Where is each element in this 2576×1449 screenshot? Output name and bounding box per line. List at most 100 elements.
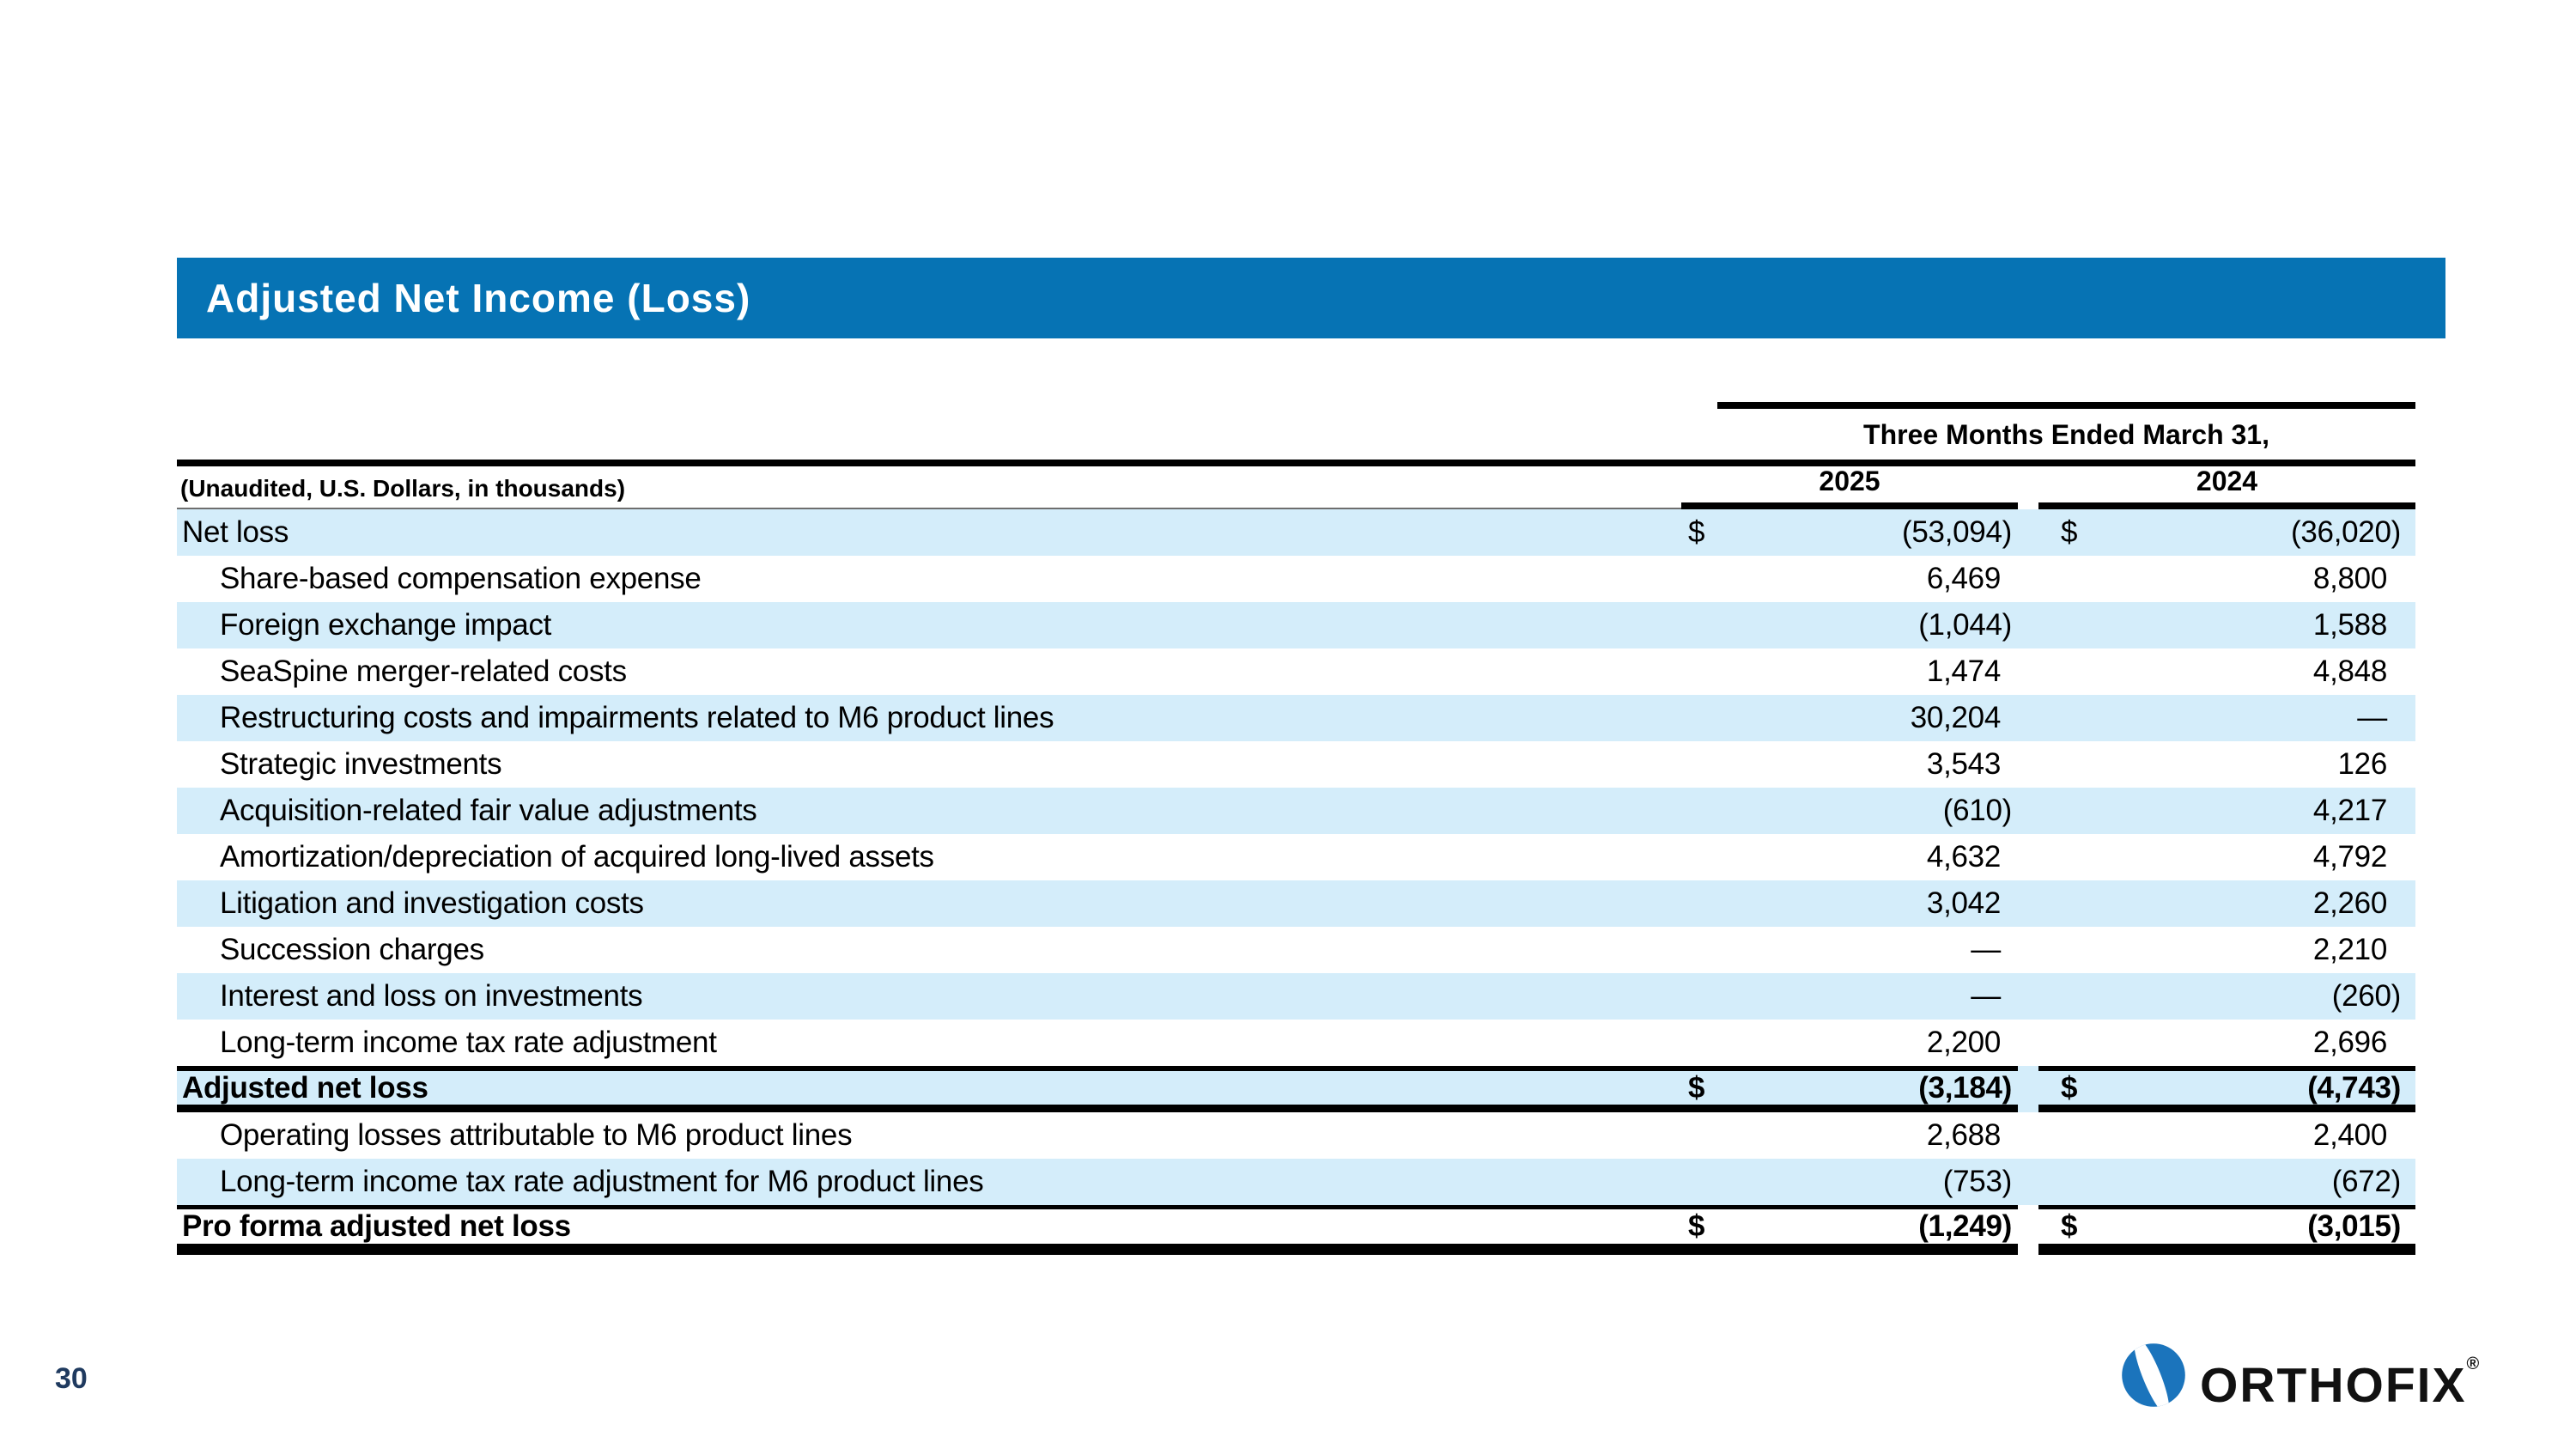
dollar-sign-2025: $: [1688, 1209, 1705, 1243]
column-header-2025: 2025: [1681, 466, 2018, 509]
value-2025: 30,204: [1910, 701, 2002, 734]
table-header-row: (Unaudited, U.S. Dollars, in thousands) …: [177, 466, 2415, 509]
dollar-sign-2025: $: [1688, 1070, 1705, 1105]
value-2025: (1,044): [1918, 608, 2012, 642]
value-2024: (672): [2331, 1165, 2402, 1198]
unit-note: (Unaudited, U.S. Dollars, in thousands): [177, 466, 1681, 509]
value-2024: 4,217: [2312, 794, 2387, 827]
value-2024: 126: [2337, 747, 2388, 781]
dollar-sign-2024: $: [2061, 1209, 2078, 1243]
row-label: Restructuring costs and impairments rela…: [220, 701, 1054, 734]
row-section-2025: Operating losses attributable to M6 prod…: [177, 1112, 2018, 1159]
row-label: Long-term income tax rate adjustment for…: [220, 1165, 984, 1198]
row-section-2024: (260): [2038, 973, 2415, 1020]
orthofix-globe-icon: [2122, 1342, 2185, 1407]
value-2025: 3,543: [1926, 747, 2001, 781]
value-2025: 3,042: [1926, 886, 2001, 920]
row-label: Adjusted net loss: [182, 1070, 428, 1105]
row-label: Foreign exchange impact: [220, 608, 552, 642]
dollar-sign-2024: $: [2061, 515, 2078, 549]
column-gap: [2018, 695, 2038, 741]
table-row: Acquisition-related fair value adjustmen…: [177, 788, 2415, 834]
dollar-sign-2024: $: [2061, 1070, 2078, 1105]
column-gap: [2018, 1112, 2038, 1159]
row-section-2024: 2,696: [2038, 1020, 2415, 1066]
table-row: Restructuring costs and impairments rela…: [177, 695, 2415, 741]
row-section-2024: 4,848: [2038, 648, 2415, 695]
period-top-rule: [1717, 402, 2415, 409]
row-section-2025: Amortization/depreciation of acquired lo…: [177, 834, 2018, 880]
value-2025: 1,474: [1926, 654, 2001, 688]
row-section-2024: 4,217: [2038, 788, 2415, 834]
row-section-2024: $ (3,015): [2038, 1205, 2415, 1255]
table-body: Net loss $ (53,094) $ (36,020) Share-based co…: [177, 509, 2415, 1255]
table-row: Succession charges — 2,210: [177, 927, 2415, 973]
row-label: Operating losses attributable to M6 prod…: [220, 1118, 853, 1152]
table-row: Share-based compensation expense 6,469 8,8…: [177, 556, 2415, 602]
row-section-2025: Share-based compensation expense 6,469: [177, 556, 2018, 602]
table-row: Adjusted net loss $ (3,184) $ (4,743): [177, 1066, 2415, 1112]
table-row: Pro forma adjusted net loss $ (1,249) $ (3,0…: [177, 1205, 2415, 1255]
value-2025: (53,094): [1902, 515, 2012, 549]
row-section-2025: Long-term income tax rate adjustment for…: [177, 1159, 2018, 1205]
row-section-2025: Strategic investments 3,543: [177, 741, 2018, 788]
value-2025: —: [1971, 933, 2001, 966]
logo-wordmark: ORTHOFIX®: [2200, 1330, 2479, 1420]
value-2025: (753): [1942, 1165, 2013, 1198]
table-row: Operating losses attributable to M6 prod…: [177, 1112, 2415, 1159]
value-2024: (4,743): [2307, 1070, 2401, 1105]
table-row: Long-term income tax rate adjustment for…: [177, 1159, 2415, 1205]
value-2025: (3,184): [1918, 1070, 2012, 1105]
header-top-rule: [177, 460, 2415, 466]
value-2024: 2,696: [2312, 1026, 2387, 1059]
row-section-2025: Foreign exchange impact (1,044): [177, 602, 2018, 648]
page-number: 30: [55, 1362, 88, 1395]
period-header: Three Months Ended March 31,: [1863, 419, 2269, 450]
column-gap: [2018, 927, 2038, 973]
row-section-2024: —: [2038, 695, 2415, 741]
table-row: SeaSpine merger-related costs 1,474 4,848: [177, 648, 2415, 695]
column-gap: [2018, 788, 2038, 834]
row-section-2025: Net loss $ (53,094): [177, 509, 2018, 556]
table-row: Foreign exchange impact (1,044) 1,588: [177, 602, 2415, 648]
value-2024: 4,848: [2312, 654, 2387, 688]
column-gap: [2018, 834, 2038, 880]
logo-wordmark-text: ORTHOFIX: [2200, 1358, 2467, 1413]
value-2025: 4,632: [1926, 840, 2001, 874]
table-row: Litigation and investigation costs 3,042 2…: [177, 880, 2415, 927]
table-row: Strategic investments 3,543 126: [177, 741, 2415, 788]
value-2024: 4,792: [2312, 840, 2387, 874]
value-2024: 2,400: [2312, 1118, 2387, 1152]
row-section-2025: Adjusted net loss $ (3,184): [177, 1066, 2018, 1112]
column-gap: [2018, 648, 2038, 695]
row-section-2025: Litigation and investigation costs 3,042: [177, 880, 2018, 927]
value-2024: (36,020): [2291, 515, 2401, 549]
column-header-2024: 2024: [2038, 466, 2415, 509]
page-title: Adjusted Net Income (Loss): [206, 276, 751, 320]
row-section-2025: Interest and loss on investments —: [177, 973, 2018, 1020]
row-label: Acquisition-related fair value adjustmen…: [220, 794, 757, 827]
value-2025: 2,688: [1926, 1118, 2001, 1152]
value-2024: 2,210: [2312, 933, 2387, 966]
value-2024: 8,800: [2312, 562, 2387, 595]
row-section-2024: $ (4,743): [2038, 1066, 2415, 1112]
table-row: Amortization/depreciation of acquired lo…: [177, 834, 2415, 880]
value-2024: 1,588: [2312, 608, 2387, 642]
column-gap: [2018, 1205, 2038, 1255]
row-label: Long-term income tax rate adjustment: [220, 1026, 717, 1059]
column-gap: [2018, 880, 2038, 927]
row-label: Litigation and investigation costs: [220, 886, 644, 920]
row-label: Net loss: [182, 515, 289, 549]
value-2025: 2,200: [1926, 1026, 2001, 1059]
row-section-2025: Long-term income tax rate adjustment 2,20…: [177, 1020, 2018, 1066]
adjusted-net-income-table: Three Months Ended March 31, (Unaudited,…: [177, 402, 2415, 1255]
row-section-2024: 8,800: [2038, 556, 2415, 602]
value-2025: (1,249): [1918, 1209, 2012, 1243]
column-gap: [2018, 602, 2038, 648]
row-label: SeaSpine merger-related costs: [220, 654, 627, 688]
row-section-2025: Pro forma adjusted net loss $ (1,249): [177, 1205, 2018, 1255]
table-row: Long-term income tax rate adjustment 2,20…: [177, 1020, 2415, 1066]
column-gap: [2018, 556, 2038, 602]
dollar-sign-2025: $: [1688, 515, 1705, 549]
